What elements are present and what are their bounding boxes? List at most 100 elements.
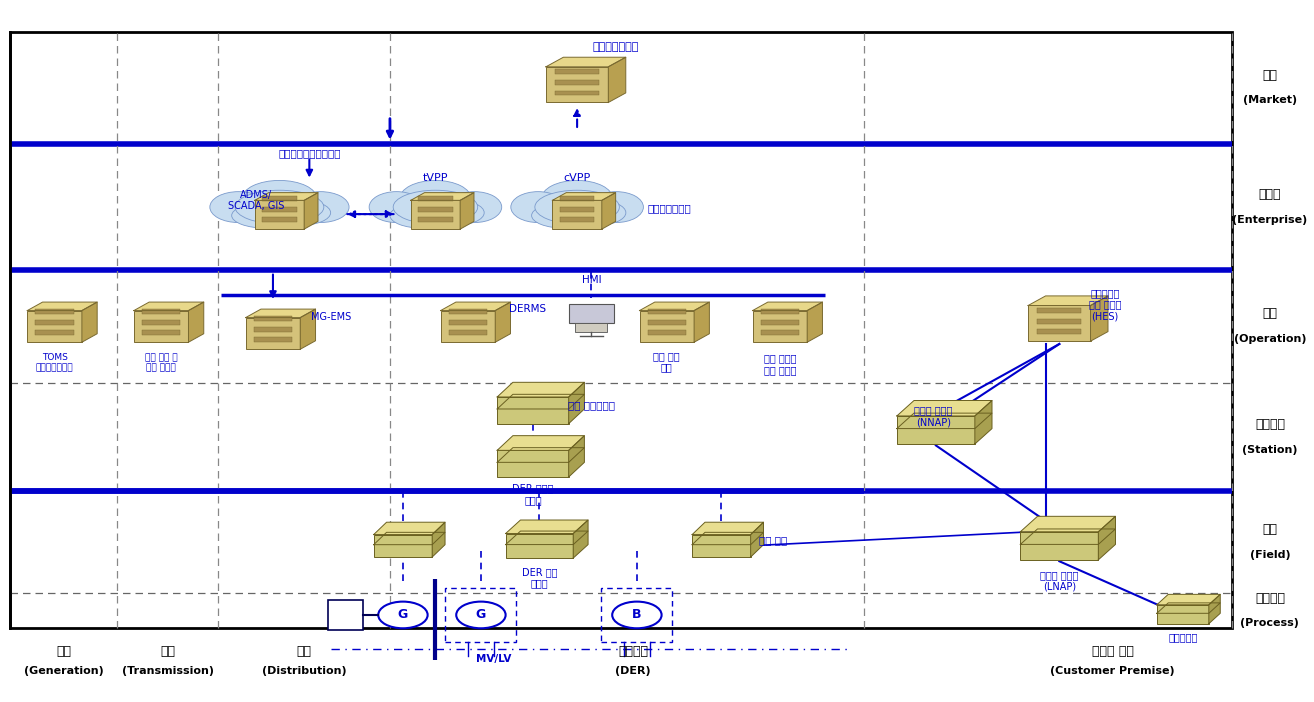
FancyBboxPatch shape [1021,532,1099,560]
Ellipse shape [511,192,565,223]
Ellipse shape [426,200,484,225]
Polygon shape [506,520,589,534]
Text: 배전: 배전 [297,645,311,658]
Ellipse shape [532,203,597,228]
FancyBboxPatch shape [373,535,432,557]
Polygon shape [692,532,763,545]
Polygon shape [411,192,474,200]
Polygon shape [1209,595,1221,623]
Text: (Enterprise): (Enterprise) [1233,215,1307,225]
Polygon shape [573,520,589,558]
Bar [449,330,487,335]
Polygon shape [750,522,763,557]
FancyBboxPatch shape [246,317,301,349]
Text: B: B [632,609,641,621]
Bar [556,69,599,74]
Text: tVPP: tVPP [423,173,448,183]
Ellipse shape [541,180,612,217]
Polygon shape [807,302,823,342]
Bar [761,309,799,314]
Polygon shape [753,302,823,310]
Text: (Field): (Field) [1250,550,1290,560]
Polygon shape [692,522,763,535]
Text: 계량데이터
수집 시스템
(HES): 계량데이터 수집 시스템 (HES) [1088,288,1121,321]
Text: 스마트미터: 스마트미터 [1168,632,1197,642]
FancyBboxPatch shape [506,534,573,558]
Polygon shape [460,192,474,229]
Polygon shape [1021,529,1116,545]
Ellipse shape [231,203,300,228]
FancyBboxPatch shape [569,304,614,323]
Bar [263,206,297,211]
Ellipse shape [235,190,323,224]
Polygon shape [304,192,318,229]
Bar [254,337,292,342]
Polygon shape [552,192,616,200]
Ellipse shape [447,192,502,223]
Polygon shape [1021,517,1116,532]
Ellipse shape [535,190,619,224]
Bar [560,196,594,201]
Text: 지역망 접속점
(LNAP): 지역망 접속점 (LNAP) [1041,570,1079,592]
Text: (Process): (Process) [1240,618,1300,628]
Circle shape [612,602,661,628]
Polygon shape [569,436,585,477]
Text: 프로세스: 프로세스 [1255,592,1285,604]
Polygon shape [1156,595,1221,604]
FancyBboxPatch shape [255,200,304,229]
Ellipse shape [269,200,331,225]
Bar [35,309,74,314]
Polygon shape [497,395,585,409]
Text: (Market): (Market) [1243,95,1297,105]
Text: 사업자: 사업자 [1259,188,1281,201]
Bar [142,330,180,335]
Text: DERMS: DERMS [509,304,547,314]
Text: 필드: 필드 [1263,523,1277,536]
FancyBboxPatch shape [545,67,608,102]
Bar [263,217,297,222]
Polygon shape [506,531,589,545]
FancyBboxPatch shape [327,600,363,630]
Bar [263,196,297,201]
FancyBboxPatch shape [576,323,607,332]
Bar [1038,319,1081,324]
FancyBboxPatch shape [440,310,495,342]
Polygon shape [432,522,445,557]
FancyBboxPatch shape [497,451,569,477]
Bar [1038,329,1081,334]
Bar [761,319,799,324]
Ellipse shape [390,203,455,228]
Text: 배전운영자관리시스템: 배전운영자관리시스템 [279,148,340,158]
Text: 분산자원: 분산자원 [618,645,648,658]
Polygon shape [255,192,318,200]
Polygon shape [373,522,445,535]
Bar [254,326,292,331]
Bar [35,319,74,324]
FancyBboxPatch shape [897,416,975,444]
Ellipse shape [292,192,350,223]
Bar [449,319,487,324]
Bar [1038,308,1081,313]
Polygon shape [497,436,585,451]
Text: MG-EMS: MG-EMS [311,312,352,322]
Text: (Customer Premise): (Customer Premise) [1050,666,1175,676]
Text: 시장: 시장 [1263,69,1277,81]
Text: cVPP: cVPP [564,173,591,183]
Polygon shape [1028,296,1108,305]
FancyBboxPatch shape [28,310,81,342]
Bar [560,217,594,222]
Polygon shape [188,302,204,342]
Text: 발전: 발전 [57,645,71,658]
Text: 필드 장치: 필드 장치 [759,535,787,545]
Polygon shape [301,309,315,349]
Polygon shape [640,302,710,310]
Text: G: G [398,609,409,621]
Polygon shape [569,383,585,424]
Bar [11,32,1233,628]
FancyBboxPatch shape [640,310,694,342]
Polygon shape [694,302,710,342]
Polygon shape [897,400,992,416]
Polygon shape [28,302,97,310]
Text: (Generation): (Generation) [24,666,104,676]
Text: TOMS
송전운영시스템: TOMS 송전운영시스템 [35,353,74,373]
